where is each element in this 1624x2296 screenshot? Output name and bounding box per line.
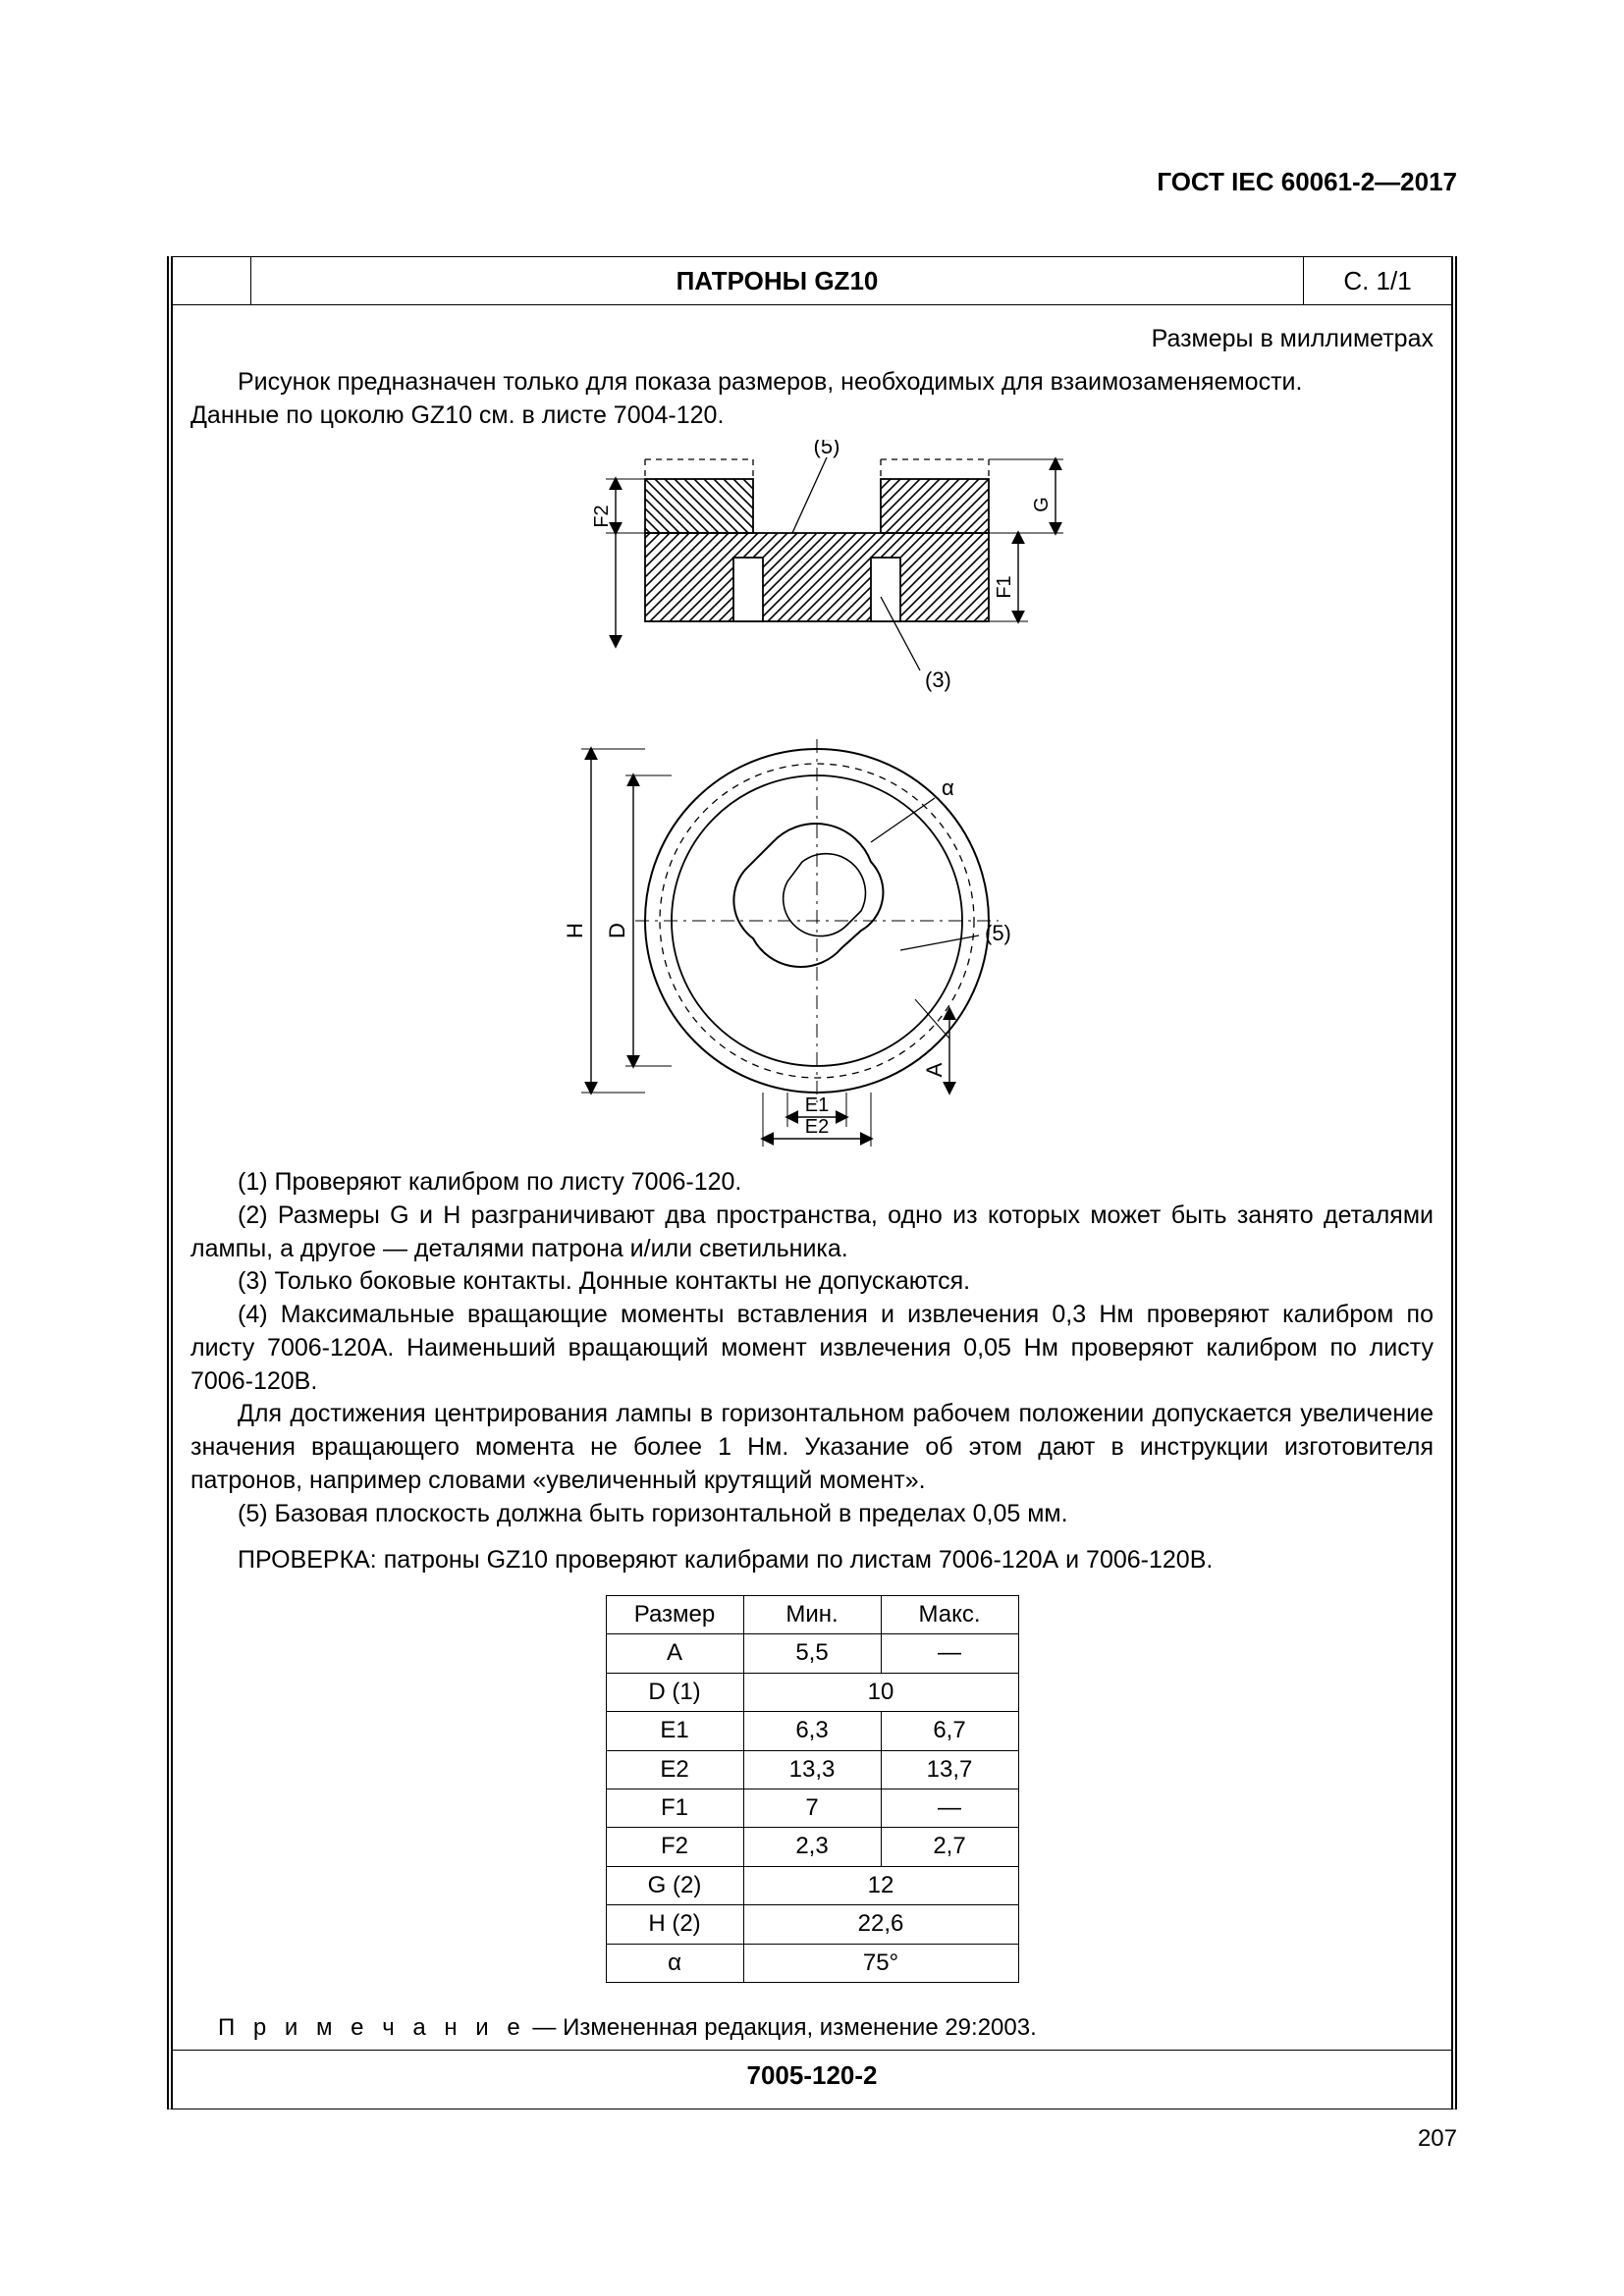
- label-H: H: [563, 923, 587, 938]
- cell-value: 22,6: [743, 1905, 1018, 1944]
- cell-dim: G (2): [606, 1866, 743, 1904]
- cell-dim: D (1): [606, 1673, 743, 1711]
- cell-max: —: [881, 1634, 1018, 1673]
- dimension-table: Размер Мин. Макс. A5,5—D (1)10E16,36,7E2…: [606, 1595, 1019, 1983]
- table-row: F22,32,7: [606, 1828, 1018, 1866]
- amendment-note: П р и м е ч а н и е — Измененная редакци…: [218, 2012, 1434, 2044]
- table-row: A5,5—: [606, 1634, 1018, 1673]
- cell-dim: α: [606, 1944, 743, 1982]
- cell-dim: E2: [606, 1750, 743, 1789]
- intro-line-2: Данные по цоколю GZ10 см. в листе 7004-1…: [190, 400, 1434, 433]
- th-max: Макс.: [881, 1596, 1018, 1634]
- label-ref3: (3): [925, 667, 951, 692]
- note-4: (4) Максимальные вращающие моменты встав…: [190, 1299, 1434, 1398]
- cell-value: 12: [743, 1866, 1018, 1904]
- sheet-frame: ПАТРОНЫ GZ10 С. 1/1 Размеры в миллиметра…: [167, 256, 1457, 2109]
- table-row: F17—: [606, 1789, 1018, 1827]
- table-row: E213,313,7: [606, 1750, 1018, 1789]
- cell-dim: A: [606, 1634, 743, 1673]
- table-row: α75°: [606, 1944, 1018, 1982]
- plan-view: α (5) H D: [563, 739, 1011, 1147]
- note-3: (3) Только боковые контакты. Донные конт…: [190, 1265, 1434, 1299]
- cell-max: —: [881, 1789, 1018, 1827]
- cell-min: 2,3: [743, 1828, 881, 1866]
- cell-value: 75°: [743, 1944, 1018, 1982]
- cell-min: 13,3: [743, 1750, 881, 1789]
- label-ref5-top: (5): [814, 440, 840, 458]
- note-label: П р и м е ч а н и е: [218, 2014, 526, 2041]
- cell-dim: E1: [606, 1712, 743, 1750]
- notes-block: (1) Проверяют калибром по листу 7006-120…: [190, 1166, 1434, 1530]
- label-A: A: [922, 1063, 947, 1078]
- cell-min: 7: [743, 1789, 881, 1827]
- th-min: Мин.: [743, 1596, 881, 1634]
- note-4b: Для достижения центрирования лампы в гор…: [190, 1398, 1434, 1497]
- label-G: G: [1031, 497, 1053, 512]
- th-dim: Размер: [606, 1596, 743, 1634]
- sheet-title: ПАТРОНЫ GZ10: [251, 257, 1304, 304]
- table-row: D (1)10: [606, 1673, 1018, 1711]
- intro-line-1: Рисунок предназначен только для показа р…: [190, 366, 1434, 400]
- cell-dim: F2: [606, 1828, 743, 1866]
- cell-max: 13,7: [881, 1750, 1018, 1789]
- label-F2: F2: [591, 506, 613, 528]
- page-number: 207: [167, 2125, 1457, 2153]
- table-row: H (2)22,6: [606, 1905, 1018, 1944]
- title-row: ПАТРОНЫ GZ10 С. 1/1: [173, 256, 1451, 305]
- cell-max: 2,7: [881, 1828, 1018, 1866]
- cell-min: 6,3: [743, 1712, 881, 1750]
- label-ref5-plan: (5): [985, 921, 1011, 945]
- table-row: E16,36,7: [606, 1712, 1018, 1750]
- units-label: Размеры в миллиметрах: [190, 323, 1434, 356]
- running-header: ГОСТ IEC 60061-2—2017: [167, 167, 1457, 197]
- label-D: D: [605, 923, 629, 938]
- cell-min: 5,5: [743, 1634, 881, 1673]
- content-area: Размеры в миллиметрах Рисунок предназнач…: [173, 305, 1451, 2044]
- label-F1: F1: [994, 576, 1015, 599]
- note-1: (1) Проверяют калибром по листу 7006-120…: [190, 1166, 1434, 1200]
- sheet-page-ref: С. 1/1: [1304, 257, 1451, 304]
- technical-diagram: (5) (3) F2: [190, 440, 1434, 1156]
- cell-max: 6,7: [881, 1712, 1018, 1750]
- section-view: (5) (3) F2: [591, 440, 1063, 692]
- cell-dim: F1: [606, 1789, 743, 1827]
- check-line: ПРОВЕРКА: патроны GZ10 проверяют калибра…: [190, 1544, 1434, 1577]
- label-alpha: α: [942, 775, 954, 800]
- title-left-cell: [173, 257, 251, 304]
- label-E2: E2: [805, 1116, 829, 1138]
- note-text: — Измененная редакция, изменение 29:2003…: [526, 2014, 1037, 2041]
- label-E1: E1: [805, 1095, 829, 1116]
- note-5: (5) Базовая плоскость должна быть горизо…: [190, 1498, 1434, 1531]
- cell-dim: H (2): [606, 1905, 743, 1944]
- cell-value: 10: [743, 1673, 1018, 1711]
- table-row: G (2)12: [606, 1866, 1018, 1904]
- note-2: (2) Размеры G и H разграничивают два про…: [190, 1200, 1434, 1266]
- sheet-code: 7005-120-2: [173, 2050, 1451, 2095]
